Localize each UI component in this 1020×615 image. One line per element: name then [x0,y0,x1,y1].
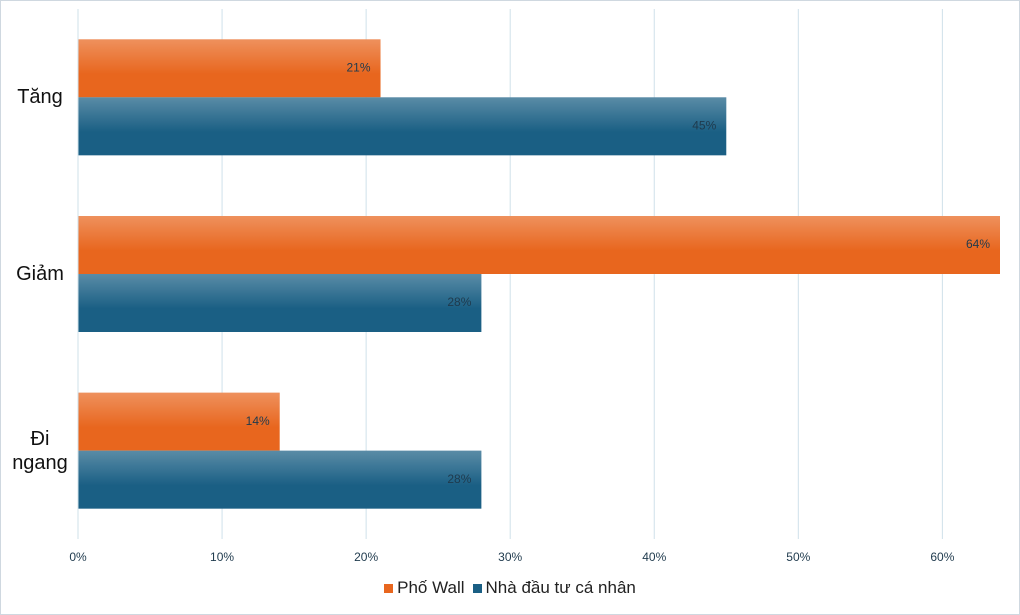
x-tick-label: 10% [210,550,234,564]
legend-item: Nhà đầu tư cá nhân [472,578,636,598]
data-label: 45% [692,119,716,133]
legend-swatch [384,584,394,593]
chart: 0% 10% 20% 30% 40% 50% 60% 21% 45% 64% 28% 14% 28% [69,9,1000,564]
x-tick-label: 60% [930,550,954,564]
legend-item: Phố Wall [384,578,465,598]
bar [78,216,1000,274]
bar [78,97,727,156]
data-label: 64% [966,237,990,251]
legend-label: Phố Wall [397,578,465,597]
bar [78,450,482,509]
data-label: 14% [246,414,270,428]
data-label: 21% [347,61,371,75]
x-tick-label: 50% [786,550,810,564]
y-tick-label: Đi ngang [12,427,68,474]
legend-swatch [472,584,482,593]
legend: Phố Wall Nhà đầu tư cá nhân [1,578,1019,598]
x-tick-label: 40% [642,550,666,564]
data-label: 28% [447,295,471,309]
bar [78,274,482,332]
x-tick-label: 0% [69,550,87,564]
x-tick-label: 30% [498,550,522,564]
y-tick-label: Tăng [17,86,63,109]
data-label: 28% [447,472,471,486]
legend-label: Nhà đầu tư cá nhân [485,578,636,597]
bar [78,39,381,98]
x-tick-label: 20% [354,550,378,564]
y-tick-label: Giảm [16,263,64,285]
